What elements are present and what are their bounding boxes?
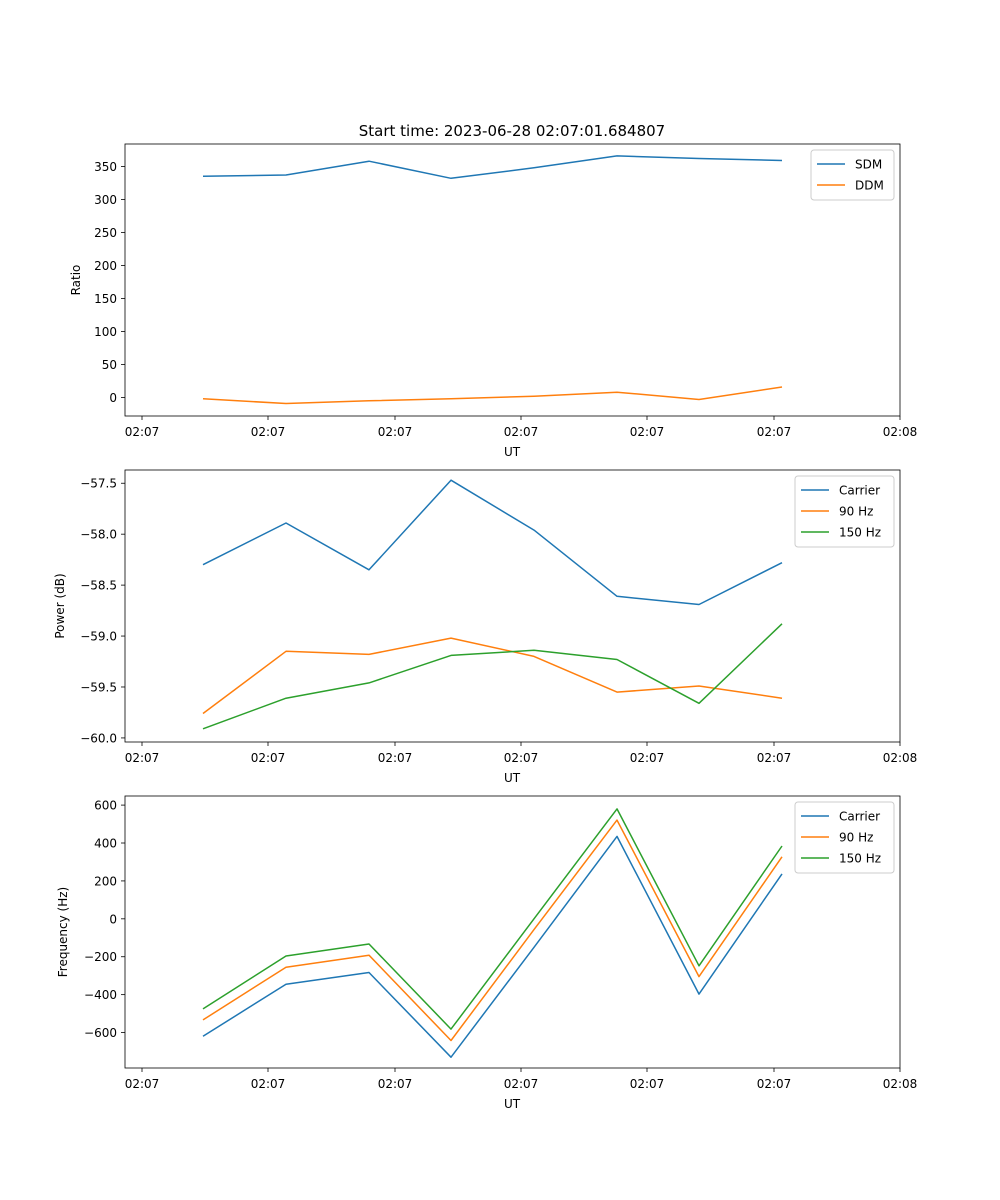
- legend-1: SDM DDM: [810, 149, 895, 201]
- legend-label-2-2: 90 Hz: [839, 505, 873, 519]
- y-tick-label-1-3: 100: [94, 325, 117, 339]
- legend-label-2-1: Carrier: [839, 484, 880, 498]
- y-tick-label-3-1: −600: [84, 1026, 117, 1040]
- axes-frame-2: [124, 469, 901, 743]
- x-tick-label-2-6: 02:07: [757, 751, 792, 765]
- series-line-3-2: [202, 819, 783, 1042]
- x-axis-label-2: UT: [504, 771, 521, 785]
- x-tick-label-2-7: 02:08: [883, 751, 918, 765]
- y-tick-label-2-6: −57.5: [80, 477, 117, 491]
- x-tick-label-2-4: 02:07: [504, 751, 539, 765]
- x-tick-label-3-1: 02:07: [125, 1077, 160, 1091]
- y-tick-label-1-5: 200: [94, 259, 117, 273]
- series-line-1-2: [202, 386, 783, 405]
- y-tick-label-1-4: 150: [94, 292, 117, 306]
- legend-box-3: [794, 801, 895, 874]
- y-tick-label-3-5: 200: [94, 874, 117, 888]
- x-tick-label-1-2: 02:07: [251, 425, 286, 439]
- legend-label-3-3: 150 Hz: [839, 852, 881, 866]
- legend-3: Carrier 90 Hz 150 Hz: [794, 801, 895, 874]
- y-tick-label-3-7: 600: [94, 799, 117, 813]
- y-tick-label-1-8: 350: [94, 160, 117, 174]
- series-line-3-1: [202, 835, 783, 1058]
- legend-label-3-2: 90 Hz: [839, 831, 873, 845]
- series-line-1-1: [202, 155, 783, 180]
- x-tick-label-1-7: 02:08: [883, 425, 918, 439]
- legend-2: Carrier 90 Hz 150 Hz: [794, 475, 895, 548]
- x-tick-label-3-4: 02:07: [504, 1077, 539, 1091]
- x-tick-label-3-6: 02:07: [757, 1077, 792, 1091]
- y-axis-label-1: Ratio: [69, 265, 83, 296]
- chart-panel-2: 02:07 02:07 02:07 02:07 02:07 02:07 02:08 −60.0…: [53, 469, 918, 785]
- x-tick-label-1-5: 02:07: [630, 425, 665, 439]
- y-tick-label-1-1: 0: [109, 391, 117, 405]
- x-tick-label-1-1: 02:07: [125, 425, 160, 439]
- y-tick-label-1-2: 50: [102, 358, 117, 372]
- legend-label-3-1: Carrier: [839, 810, 880, 824]
- y-axis-label-2: Power (dB): [53, 573, 67, 638]
- y-tick-label-3-6: 400: [94, 837, 117, 851]
- x-tick-label-3-7: 02:08: [883, 1077, 918, 1091]
- x-tick-label-2-1: 02:07: [125, 751, 160, 765]
- series-line-2-2: [202, 637, 783, 715]
- y-tick-label-2-3: −59.0: [80, 630, 117, 644]
- figure-title: Start time: 2023-06-28 02:07:01.684807: [359, 122, 665, 140]
- x-tick-label-3-5: 02:07: [630, 1077, 665, 1091]
- legend-box-1: [810, 149, 895, 201]
- chart-panel-3: 02:07 02:07 02:07 02:07 02:07 02:07 02:08 −600 −…: [56, 795, 918, 1111]
- y-tick-label-2-5: −58.0: [80, 528, 117, 542]
- axes-frame-1: [124, 143, 901, 417]
- x-tick-label-3-3: 02:07: [378, 1077, 413, 1091]
- x-axis-label-1: UT: [504, 445, 521, 459]
- y-tick-label-2-1: −60.0: [80, 731, 117, 745]
- legend-label-1-1: SDM: [855, 158, 882, 172]
- x-tick-label-1-3: 02:07: [378, 425, 413, 439]
- y-axis-label-3: Frequency (Hz): [56, 887, 70, 978]
- x-tick-label-3-2: 02:07: [251, 1077, 286, 1091]
- y-tick-label-2-4: −58.5: [80, 579, 117, 593]
- x-tick-label-1-6: 02:07: [757, 425, 792, 439]
- series-line-2-3: [202, 623, 783, 730]
- x-tick-label-2-3: 02:07: [378, 751, 413, 765]
- chart-panel-1: 02:07 02:07 02:07 02:07 02:07 02:07 02:08 0 50 10…: [69, 143, 918, 459]
- y-tick-label-3-4: 0: [109, 912, 117, 926]
- series-line-2-1: [202, 479, 783, 606]
- y-tick-label-1-7: 300: [94, 193, 117, 207]
- y-tick-label-1-6: 250: [94, 226, 117, 240]
- legend-box-2: [794, 475, 895, 548]
- legend-label-2-3: 150 Hz: [839, 526, 881, 540]
- y-tick-label-2-2: −59.5: [80, 680, 117, 694]
- y-tick-label-3-3: −200: [84, 950, 117, 964]
- legend-label-1-2: DDM: [855, 179, 884, 193]
- x-axis-label-3: UT: [504, 1097, 521, 1111]
- axes-frame-3: [124, 795, 901, 1069]
- x-tick-label-2-2: 02:07: [251, 751, 286, 765]
- x-tick-label-1-4: 02:07: [504, 425, 539, 439]
- y-tick-label-3-2: −400: [84, 988, 117, 1002]
- x-tick-label-2-5: 02:07: [630, 751, 665, 765]
- series-line-3-3: [202, 808, 783, 1030]
- chart-panels: 02:07 02:07 02:07 02:07 02:07 02:07 02:08 0 50 10…: [53, 143, 918, 1111]
